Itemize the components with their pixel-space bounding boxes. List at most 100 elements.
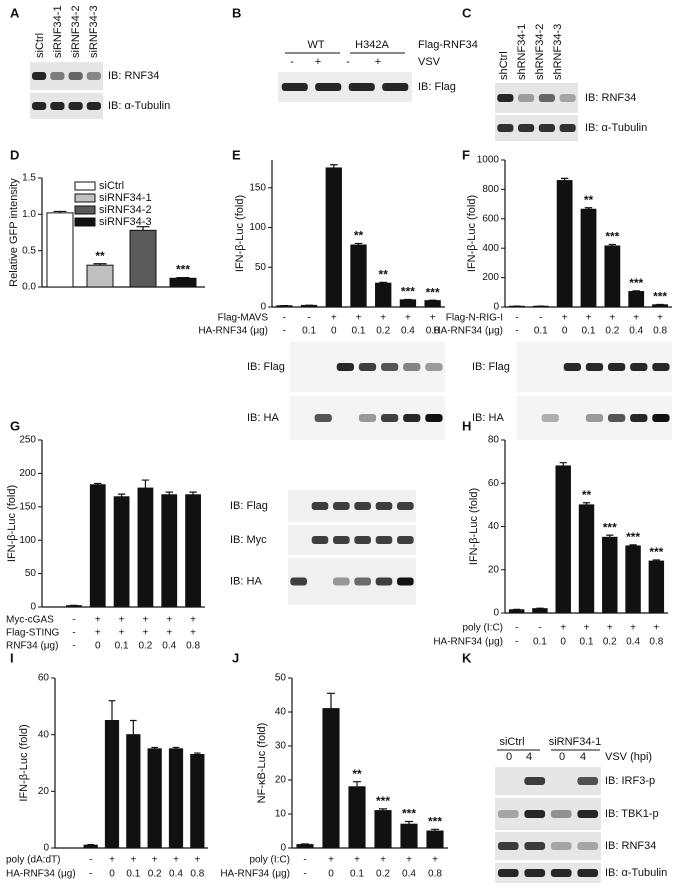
blot-strip: [288, 525, 416, 555]
bar: [138, 488, 153, 607]
condition-name: RNF34 (μg): [6, 641, 58, 652]
significance: ***: [626, 530, 640, 544]
blot-band: [518, 124, 534, 132]
blot-strip: [288, 490, 416, 522]
condition-value: 0.2: [138, 641, 152, 652]
blot-band: [560, 124, 576, 132]
legend-label: siRNF34-1: [99, 192, 152, 204]
blot-band: [498, 842, 519, 850]
blot-band: [524, 842, 545, 850]
condition-name: HA-RNF34 (μg): [6, 869, 76, 880]
treatment-value: 4: [580, 751, 586, 763]
significance: **: [352, 767, 362, 781]
y-tick-label: 800: [482, 184, 499, 195]
bar: [90, 485, 105, 607]
bar: [401, 824, 417, 848]
bar: [169, 749, 182, 848]
blot-band: [551, 842, 572, 850]
error-bar: [87, 845, 94, 846]
condition-value: -: [303, 869, 306, 880]
y-tick-label: 400: [482, 243, 499, 254]
bar: [509, 610, 523, 613]
treatment-value: 4: [526, 751, 532, 763]
blot-row-label: IB: HA: [230, 575, 262, 587]
group-label: WT: [307, 39, 324, 51]
blot-band: [524, 777, 545, 785]
panel-label: K: [462, 650, 472, 665]
condition-value: 0.1: [350, 869, 364, 880]
significance: **: [379, 268, 389, 282]
blot-band: [315, 83, 341, 91]
error-bar: [142, 480, 149, 488]
blot-band: [69, 72, 83, 80]
blot-band: [354, 502, 371, 510]
y-tick-label: 20: [275, 775, 287, 786]
condition-value: 0: [95, 641, 101, 652]
blot-band: [376, 502, 393, 510]
panel-label: C: [462, 5, 472, 20]
blot-band: [32, 72, 46, 80]
blot-band: [312, 502, 329, 510]
bar: [605, 246, 620, 307]
significance: ***: [428, 814, 442, 828]
condition-value: 0.8: [186, 641, 200, 652]
blot-band: [397, 578, 414, 586]
significance: ***: [605, 230, 619, 244]
treatment-value: -: [346, 56, 350, 68]
blot-band: [498, 810, 519, 818]
condition-value: 0: [109, 869, 115, 880]
y-tick-label: 80: [488, 435, 500, 446]
blot-row-label: IB: α-Tubulin: [108, 100, 170, 112]
y-tick-label: 40: [38, 729, 50, 740]
blot-band: [630, 414, 647, 422]
blot-band: [560, 94, 576, 102]
bar: [349, 787, 365, 848]
condition-value: 0.4: [401, 326, 415, 337]
significance: **: [582, 488, 592, 502]
condition-value: 0.1: [352, 326, 366, 337]
blot-row-label: IB: Flag: [230, 500, 268, 512]
condition-value: 0.1: [534, 326, 548, 337]
panel-label: B: [232, 5, 241, 20]
condition-value: 0.4: [626, 637, 640, 648]
condition-value: +: [190, 628, 196, 639]
y-axis-label: IFN-β-Luc (fold): [468, 488, 480, 565]
blot-band: [518, 94, 534, 102]
blot-band: [542, 414, 559, 422]
blot-band: [69, 102, 83, 110]
blot-row-label: IB: α-Tubulin: [585, 122, 647, 134]
legend-swatch: [75, 206, 95, 214]
blot-band: [349, 83, 375, 91]
blot-strip: [288, 558, 416, 605]
blot-band: [315, 414, 332, 422]
blot-band: [354, 536, 371, 544]
error-bar: [301, 844, 309, 845]
blot-row-label: IB: IRF3-p: [605, 775, 655, 787]
blot-band: [586, 414, 603, 422]
bar: [557, 181, 572, 307]
significance: ***: [649, 545, 663, 559]
significance: **: [584, 193, 594, 207]
condition-value: +: [657, 313, 663, 324]
condition-value: 0.2: [376, 869, 390, 880]
blot-band: [376, 578, 393, 586]
y-tick-label: 50: [275, 673, 287, 684]
condition-value: +: [607, 623, 613, 634]
blot-row-label: IB: Flag: [472, 361, 510, 373]
y-tick-label: 50: [25, 568, 37, 579]
blot-band: [359, 363, 376, 371]
blot-band: [524, 869, 545, 877]
treatment-name: VSV: [418, 56, 441, 68]
condition-value: +: [328, 855, 334, 866]
condition-value: -: [539, 313, 542, 324]
legend-swatch: [75, 194, 95, 202]
y-tick-label: 0: [493, 608, 499, 619]
bar: [127, 735, 140, 848]
condition-value: 0.4: [162, 641, 176, 652]
panel-label: I: [10, 650, 14, 665]
bar: [105, 721, 118, 849]
y-tick-label: 0: [493, 302, 499, 313]
y-tick-label: 100: [19, 535, 36, 546]
condition-name: HA-RNF34 (μg): [220, 869, 290, 880]
condition-value: +: [586, 313, 592, 324]
